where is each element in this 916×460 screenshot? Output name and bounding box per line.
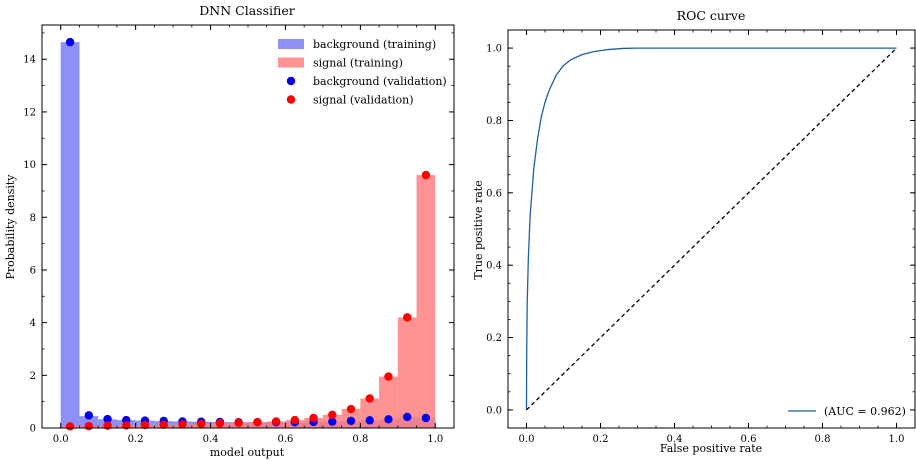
background-validation-point [346,416,356,426]
right-x-axis-label: False positive rate [660,442,762,455]
y-tick-label: 0.8 [486,116,502,127]
signal-validation-point [384,372,393,381]
x-tick-label: 1.0 [427,434,443,445]
y-tick-label: 2 [30,371,36,382]
signal-validation-point [122,421,131,430]
legend-label: background (training) [313,38,436,51]
roc-curve-line [525,47,897,410]
legend-label: background (validation) [313,75,447,88]
y-tick-label: 0.2 [486,333,502,344]
signal-validation-point [234,418,243,427]
x-tick-label: 0.4 [667,434,683,445]
x-tick-label: 0.2 [128,434,144,445]
signal-training-bar [360,398,380,428]
signal-validation-point [140,420,150,430]
right-chart-title: ROC curve [677,8,746,23]
legend-swatch [278,57,304,68]
x-tick-label: 0.6 [278,434,294,445]
y-tick-label: 14 [23,55,36,66]
signal-validation-point [215,419,225,428]
x-tick-label: 0.0 [519,434,535,445]
signal-training-bar [379,376,398,428]
y-tick-label: 0.0 [486,405,502,416]
right-axis-ticks: 0.0 0.2 0.4 0.6 0.8 1.0 0.0 0.2 0.4 0.6 0.8 1.0 [486,30,915,445]
x-tick-label: 0.8 [815,434,831,445]
signal-validation-point [365,394,374,403]
signal-validation-point [159,420,168,430]
y-tick-label: 0.6 [486,188,502,199]
x-tick-label: 1.0 [889,434,905,445]
signal-validation-point [309,413,318,423]
right-y-axis-label: True positive rate [472,180,485,279]
y-tick-label: 1.0 [486,44,502,55]
signal-training-bar [416,175,436,428]
legend-label: signal (validation) [313,94,414,107]
y-tick-label: 12 [23,107,36,118]
left-axis-ticks: 0.0 0.2 0.4 0.6 0.8 1.0 0 2 4 6 8 10 12 14 [23,25,454,445]
legend-marker [286,95,296,104]
x-tick-label: 0.0 [53,434,69,445]
background-validation-point [421,413,431,423]
signal-validation-point [84,421,94,431]
x-tick-label: 0.4 [203,434,219,445]
legend-marker [286,76,296,86]
signal-training-histogram [60,175,436,428]
background-validation-point [103,414,112,424]
legend-swatch [278,39,304,49]
y-tick-label: 0 [30,424,36,435]
legend-label: (AUC = 0.962) [824,405,906,418]
signal-validation-point [290,415,300,425]
random-guess-diagonal [526,47,897,411]
left-legend: background (training) signal (training) ba… [278,38,447,107]
y-tick-label: 4 [30,318,36,329]
signal-validation-point [346,404,356,414]
dnn-classifier-chart: DNN Classifier 0.0 0.2 0.4 0.6 0.8 1.0 0 2 4 6 8 10… [4,3,455,459]
background-validation-point [328,417,337,426]
roc-lines [525,47,897,411]
signal-validation-point [421,170,431,180]
background-validation-point [384,415,393,424]
signal-validation-point [65,422,75,431]
background-validation-point [365,416,374,425]
y-tick-label: 6 [30,265,36,276]
left-y-axis-label: Probability density [4,174,17,280]
background-validation-point [402,412,412,422]
y-tick-label: 0.4 [486,261,502,272]
left-chart-title: DNN Classifier [199,3,294,18]
y-tick-label: 10 [23,160,36,171]
signal-validation-point [402,313,412,322]
right-legend: (AUC = 0.962) [788,405,906,418]
signal-validation-point [178,420,187,429]
background-training-bar [60,42,80,429]
x-tick-label: 0.8 [352,434,368,445]
legend-label: signal (training) [313,57,403,70]
x-tick-label: 0.2 [593,434,609,445]
signal-validation-point [253,418,262,427]
signal-validation-point [328,410,337,420]
signal-validation-point [271,417,281,426]
validation-points [65,37,431,431]
signal-training-bar [397,317,417,428]
x-tick-label: 0.6 [741,434,757,445]
signal-validation-point [103,421,112,430]
roc-curve-chart: ROC curve 0.0 0.2 0.4 0.6 0.8 1.0 0.0 0.2 0.4 0.6… [472,8,916,455]
signal-validation-point [196,419,206,428]
left-x-axis-label: model output [210,446,285,459]
y-tick-label: 8 [30,213,36,224]
background-validation-point [65,37,75,47]
background-validation-point [84,411,94,420]
